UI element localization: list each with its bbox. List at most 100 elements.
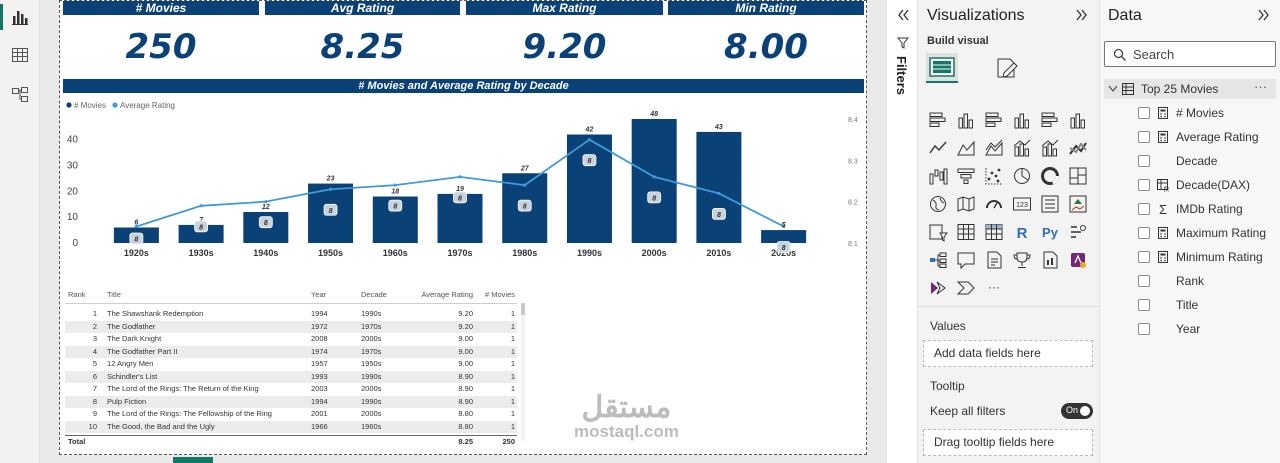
field-item[interactable]: Decade	[1138, 152, 1278, 170]
map-icon[interactable]	[928, 194, 948, 214]
model-view-icon[interactable]	[10, 85, 30, 105]
slicer-icon[interactable]	[928, 222, 948, 242]
table-row[interactable]: 6 Schindler's List 1993 1990s 8.90 1	[65, 370, 517, 383]
table-row[interactable]: 8 Pulp Fiction 1994 1990s 8.90 1	[65, 395, 517, 408]
filled-map-icon[interactable]	[956, 194, 976, 214]
bar-1990s[interactable]	[566, 134, 612, 244]
clustered-column-chart-icon[interactable]	[1012, 110, 1032, 130]
line-clustered-column-icon[interactable]	[1012, 138, 1032, 158]
field-item[interactable]: Minimum Rating	[1138, 248, 1278, 266]
header-movies[interactable]: # Movies	[484, 290, 515, 299]
area-chart-icon[interactable]	[956, 138, 976, 158]
report-view-icon[interactable]	[10, 7, 30, 27]
scatter-chart-icon[interactable]	[984, 166, 1004, 186]
field-item[interactable]: # Movies	[1138, 104, 1278, 122]
header-year[interactable]: Year	[311, 290, 327, 299]
bar-2010s[interactable]	[696, 131, 742, 243]
card-icon[interactable]: 123	[1012, 194, 1032, 214]
field-item[interactable]: fx Decade(DAX)	[1138, 176, 1278, 194]
expand-filters-icon[interactable]	[896, 8, 910, 22]
metrics-icon[interactable]	[1012, 250, 1032, 270]
rating-point[interactable]	[587, 138, 592, 142]
table-view-icon[interactable]	[10, 45, 30, 65]
power-automate-icon[interactable]	[928, 278, 948, 298]
ellipsis-icon[interactable]: ···	[984, 278, 1004, 298]
field-checkbox[interactable]	[1138, 155, 1150, 167]
field-item[interactable]: Average Rating	[1138, 128, 1278, 146]
key-influencers-icon[interactable]	[1068, 222, 1088, 242]
field-item[interactable]: Rank	[1138, 272, 1278, 290]
header-title[interactable]: Title	[107, 290, 121, 299]
more-visuals-icon[interactable]	[956, 278, 976, 298]
rating-point[interactable]	[199, 204, 203, 208]
smart-narrative-icon[interactable]	[984, 250, 1004, 270]
table-visual-icon[interactable]	[956, 222, 976, 242]
rating-point[interactable]	[393, 183, 397, 187]
keep-filters-toggle[interactable]: On	[1061, 403, 1093, 419]
line-chart-icon[interactable]	[928, 138, 948, 158]
waterfall-chart-icon[interactable]	[928, 166, 948, 186]
rating-point[interactable]	[264, 200, 268, 204]
donut-chart-icon[interactable]	[1040, 166, 1060, 186]
paginated-report-icon[interactable]	[1040, 250, 1060, 270]
100-percent-column-chart-icon[interactable]	[1068, 110, 1088, 130]
table-row[interactable]: 10 The Good, the Bad and the Ugly 1966 1960…	[65, 420, 517, 433]
kpi-icon[interactable]	[1068, 194, 1088, 214]
rating-point[interactable]	[134, 224, 138, 229]
stacked-column-chart-icon[interactable]	[956, 110, 976, 130]
field-checkbox[interactable]	[1138, 107, 1150, 119]
table-more-icon[interactable]: ···	[1254, 79, 1267, 94]
stacked-area-chart-icon[interactable]	[984, 138, 1004, 158]
build-visual-tab[interactable]	[926, 53, 958, 83]
r-visual-icon[interactable]: R	[1012, 222, 1032, 242]
table-row[interactable]: 9 The Lord of the Rings: The Fellowship o…	[65, 408, 517, 421]
field-checkbox[interactable]	[1138, 323, 1150, 335]
matrix-icon[interactable]	[984, 222, 1004, 242]
bar-2020s[interactable]	[761, 230, 807, 243]
stacked-bar-chart-icon[interactable]	[928, 110, 948, 130]
field-item[interactable]: Maximum Rating	[1138, 224, 1278, 242]
field-checkbox[interactable]	[1138, 179, 1150, 191]
filters-pane[interactable]: Filters	[886, 0, 918, 463]
line-stacked-column-icon[interactable]	[1040, 138, 1060, 158]
ribbon-chart-icon[interactable]	[1068, 138, 1088, 158]
values-well[interactable]: Add data fields here	[923, 340, 1093, 367]
rating-point[interactable]	[717, 191, 721, 195]
table-scroll-thumb[interactable]	[521, 303, 525, 315]
table-row[interactable]: 4 The Godfather Part II 1974 1970s 9.00 1	[65, 345, 517, 358]
funnel-chart-icon[interactable]	[956, 166, 976, 186]
chevron-down-icon[interactable]	[1108, 83, 1118, 95]
bar-1930s[interactable]	[178, 224, 224, 243]
field-checkbox[interactable]	[1138, 131, 1150, 143]
rating-point[interactable]	[458, 175, 462, 179]
tooltip-well[interactable]: Drag tooltip fields here	[923, 429, 1093, 456]
collapse-viz-icon[interactable]	[1075, 8, 1089, 22]
clustered-bar-chart-icon[interactable]	[984, 110, 1004, 130]
multi-row-card-icon[interactable]	[1040, 194, 1060, 214]
pie-chart-icon[interactable]	[1012, 166, 1032, 186]
table-row[interactable]: 1 The Shawshank Redemption 1994 1990s 9.20 1	[65, 308, 517, 321]
gauge-icon[interactable]	[984, 194, 1004, 214]
power-apps-icon[interactable]	[1068, 250, 1088, 270]
field-item[interactable]: Year	[1138, 320, 1278, 338]
qa-icon[interactable]	[956, 250, 976, 270]
header-avg-rating[interactable]: Average Rating	[421, 290, 473, 299]
header-rank[interactable]: Rank	[68, 290, 86, 299]
data-search-box[interactable]: Search	[1104, 41, 1276, 67]
python-visual-icon[interactable]: Py	[1040, 222, 1060, 242]
field-item[interactable]: Title	[1138, 296, 1278, 314]
format-visual-icon[interactable]	[994, 55, 1020, 81]
decomposition-tree-icon[interactable]	[928, 250, 948, 270]
100-percent-bar-chart-icon[interactable]	[1040, 110, 1060, 130]
header-decade[interactable]: Decade	[361, 290, 387, 299]
rating-point[interactable]	[782, 224, 786, 229]
table-row[interactable]: 7 The Lord of the Rings: The Return of th…	[65, 383, 517, 396]
field-item[interactable]: Σ IMDb Rating	[1138, 200, 1278, 218]
filters-label[interactable]: Filters	[894, 56, 909, 96]
active-page-tab[interactable]	[173, 457, 213, 463]
treemap-icon[interactable]	[1068, 166, 1088, 186]
table-row[interactable]: 5 12 Angry Men 1957 1950s 9.00 1	[65, 358, 517, 371]
table-node[interactable]: Top 25 Movies ···	[1104, 79, 1276, 99]
field-checkbox[interactable]	[1138, 203, 1150, 215]
table-row[interactable]: 3 The Dark Knight 2008 2000s 9.00 1	[65, 333, 517, 346]
